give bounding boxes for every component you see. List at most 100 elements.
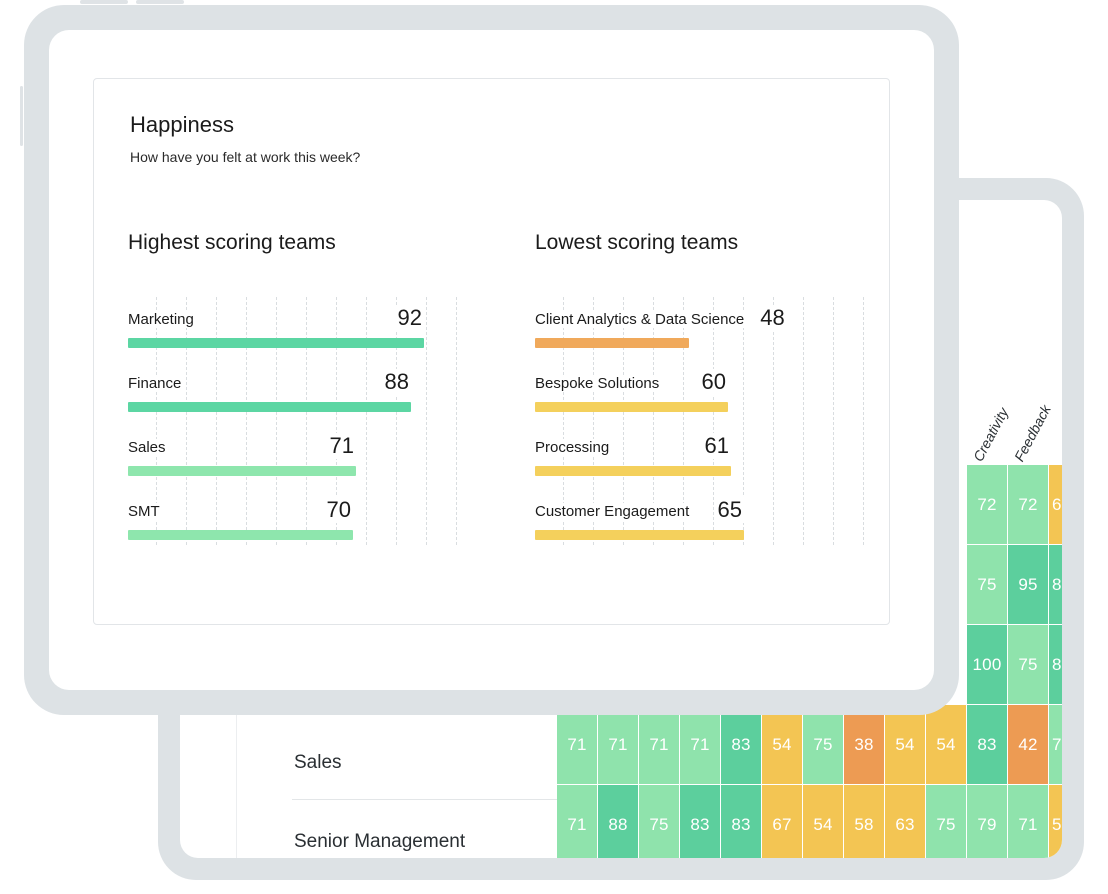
gridline [593, 297, 594, 545]
row-label-sales: Sales [294, 752, 342, 773]
gridline [683, 297, 684, 545]
team-score: 88 [382, 369, 411, 395]
heatmap-cell[interactable]: 6 [1049, 465, 1062, 544]
heatmap-cell[interactable]: 63 [885, 785, 925, 858]
gridline [216, 297, 217, 545]
lowest-scoring-section: Lowest scoring teams Client Analytics & … [535, 231, 865, 551]
gridline [156, 297, 157, 545]
decor-nub [80, 0, 128, 4]
heatmap-row: 72 72 6 [557, 465, 1062, 544]
heatmap-cell[interactable]: 95 [1008, 545, 1048, 624]
team-row: Sales 71 [128, 433, 458, 499]
card-title: Happiness [130, 112, 234, 137]
gridline [246, 297, 247, 545]
heatmap-row: 71 71 71 71 83 54 75 38 54 54 83 42 7 [557, 705, 1062, 784]
team-row: Marketing 92 [128, 305, 458, 371]
heatmap-row: 100 75 8 [557, 625, 1062, 704]
heatmap-cell[interactable]: 71 [680, 705, 720, 784]
lowest-scoring-title: Lowest scoring teams [535, 231, 739, 254]
gridline [426, 297, 427, 545]
heatmap-cell[interactable]: 83 [680, 785, 720, 858]
heatmap-cell[interactable]: 58 [844, 785, 884, 858]
heatmap-cell[interactable]: 75 [967, 545, 1007, 624]
happiness-card: Happiness How have you felt at work this… [93, 78, 890, 625]
heatmap-cell[interactable]: 71 [639, 705, 679, 784]
heatmap-cell[interactable]: 83 [721, 705, 761, 784]
heatmap-cell[interactable]: 79 [967, 785, 1007, 858]
column-header-creativity: Creativity [969, 404, 1012, 464]
heatmap-cell[interactable]: 100 [967, 625, 1007, 704]
heatmap-cell[interactable]: 72 [1008, 465, 1048, 544]
heatmap-cell[interactable]: 67 [762, 785, 802, 858]
heatmap-cell[interactable]: 71 [1008, 785, 1048, 858]
team-row: SMT 70 [128, 497, 458, 563]
heatmap-cell[interactable]: 71 [598, 705, 638, 784]
heatmap-cell[interactable]: 54 [926, 705, 966, 784]
heatmap-cell[interactable]: 71 [557, 705, 597, 784]
team-name: Finance [128, 375, 186, 392]
lowest-scoring-chart: Client Analytics & Data Science 48 Bespoke… [535, 297, 865, 545]
heatmap-row: 71 88 75 83 83 67 54 58 63 75 79 71 5 [557, 785, 1062, 858]
team-name: Processing [535, 439, 614, 456]
highest-scoring-chart: Marketing 92 Finance 88 Sales 71 SMT 70 [128, 297, 458, 545]
team-score: 61 [702, 433, 731, 459]
gridline [396, 297, 397, 545]
heatmap-cell[interactable]: 38 [844, 705, 884, 784]
heatmap-cell[interactable]: 88 [598, 785, 638, 858]
team-score-bar [128, 338, 424, 348]
gridline [623, 297, 624, 545]
team-score: 71 [327, 433, 356, 459]
team-row: Processing 61 [535, 433, 865, 499]
heatmap-cell[interactable]: 42 [1008, 705, 1048, 784]
heatmap-cell[interactable]: 54 [885, 705, 925, 784]
heatmap-cell[interactable]: 83 [967, 705, 1007, 784]
heatmap-cell[interactable]: 7 [1049, 705, 1062, 784]
gridline [186, 297, 187, 545]
heatmap-grid: 72 72 6 75 95 8 100 75 8 71 71 71 71 83 54 75 38 54 54 83 42… [557, 465, 1062, 858]
team-score-bar [535, 402, 728, 412]
gridline [773, 297, 774, 545]
gridline [276, 297, 277, 545]
team-row: Bespoke Solutions 60 [535, 369, 865, 435]
team-name: Marketing [128, 311, 198, 328]
heatmap-cell[interactable]: 75 [639, 785, 679, 858]
heatmap-cell[interactable]: 75 [926, 785, 966, 858]
team-name: Bespoke Solutions [535, 375, 664, 392]
heatmap-cell[interactable]: 75 [803, 705, 843, 784]
team-score-bar [128, 466, 356, 476]
team-score-bar [535, 530, 744, 540]
heatmap-cell[interactable]: 72 [967, 465, 1007, 544]
team-row: Client Analytics & Data Science 48 [535, 305, 865, 371]
team-row: Customer Engagement 65 [535, 497, 865, 563]
happiness-screen: Happiness How have you felt at work this… [49, 30, 934, 690]
heatmap-cell[interactable]: 71 [557, 785, 597, 858]
gridline [336, 297, 337, 545]
column-header-feedback: Feedback [1010, 402, 1054, 464]
highest-scoring-section: Highest scoring teams Marketing 92 Finance… [128, 231, 458, 551]
team-score-bar [535, 338, 689, 348]
gridline [863, 297, 864, 545]
team-name: Customer Engagement [535, 503, 694, 520]
gridline [803, 297, 804, 545]
heatmap-cell[interactable]: 8 [1049, 625, 1062, 704]
team-name: Sales [128, 439, 170, 456]
highest-scoring-title: Highest scoring teams [128, 231, 336, 254]
heatmap-cell[interactable]: 54 [762, 705, 802, 784]
heatmap-cell[interactable]: 83 [721, 785, 761, 858]
team-score-bar [128, 530, 353, 540]
heatmap-cell[interactable]: 75 [1008, 625, 1048, 704]
row-divider [292, 799, 557, 800]
row-label-senior-management: Senior Management [294, 831, 466, 852]
heatmap-cell[interactable]: 8 [1049, 545, 1062, 624]
team-score-bar [535, 466, 731, 476]
team-row: Finance 88 [128, 369, 458, 435]
gridline [563, 297, 564, 545]
decor-nub [136, 0, 184, 4]
team-score-bar [128, 402, 411, 412]
happiness-tablet: Happiness How have you felt at work this… [24, 5, 959, 715]
gridline [366, 297, 367, 545]
gridline [713, 297, 714, 545]
gridline [456, 297, 457, 545]
heatmap-cell[interactable]: 5 [1049, 785, 1062, 858]
heatmap-cell[interactable]: 54 [803, 785, 843, 858]
